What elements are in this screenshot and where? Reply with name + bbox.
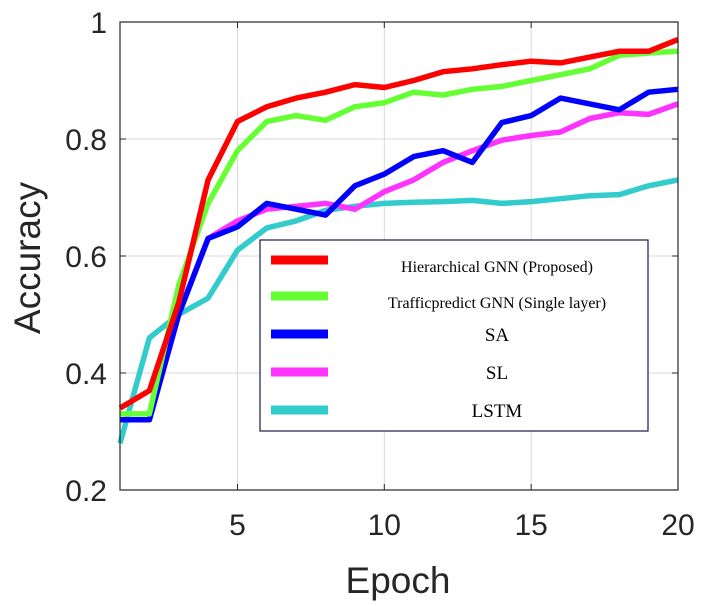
y-axis-label: Accuracy bbox=[7, 181, 48, 334]
x-tick-label: 5 bbox=[229, 509, 246, 542]
series-line-trafficpredict-gnn-single-layer bbox=[120, 48, 679, 417]
series-lines bbox=[117, 37, 680, 444]
x-tick-labels: 5 10 15 20 bbox=[229, 509, 695, 542]
y-tick-labels: 0.2 0.4 0.6 0.8 1 bbox=[65, 7, 107, 508]
x-axis-label: Epoch bbox=[346, 560, 451, 601]
legend-label: Hierarchical GNN (Proposed) bbox=[401, 259, 593, 276]
ticks bbox=[120, 21, 679, 491]
series-line-lstm bbox=[117, 177, 679, 444]
x-tick-label: 15 bbox=[514, 509, 547, 542]
legend-label: SL bbox=[486, 363, 508, 384]
legend-label: SA bbox=[485, 325, 510, 346]
legend: Hierarchical GNN (Proposed) Trafficpredic… bbox=[259, 239, 649, 432]
y-tick-label: 0.8 bbox=[65, 124, 107, 157]
y-tick-label: 1 bbox=[90, 7, 107, 40]
legend-label: LSTM bbox=[472, 401, 523, 422]
x-tick-label: 20 bbox=[661, 509, 694, 542]
y-tick-label: 0.2 bbox=[65, 475, 107, 508]
series-line-hierarchical-gnn-proposed bbox=[118, 37, 680, 411]
series-line-sa bbox=[120, 86, 679, 423]
legend-label: Trafficpredict GNN (Single layer) bbox=[388, 295, 606, 312]
x-tick-label: 10 bbox=[368, 509, 401, 542]
y-tick-label: 0.4 bbox=[65, 358, 107, 391]
y-tick-label: 0.6 bbox=[65, 241, 107, 274]
